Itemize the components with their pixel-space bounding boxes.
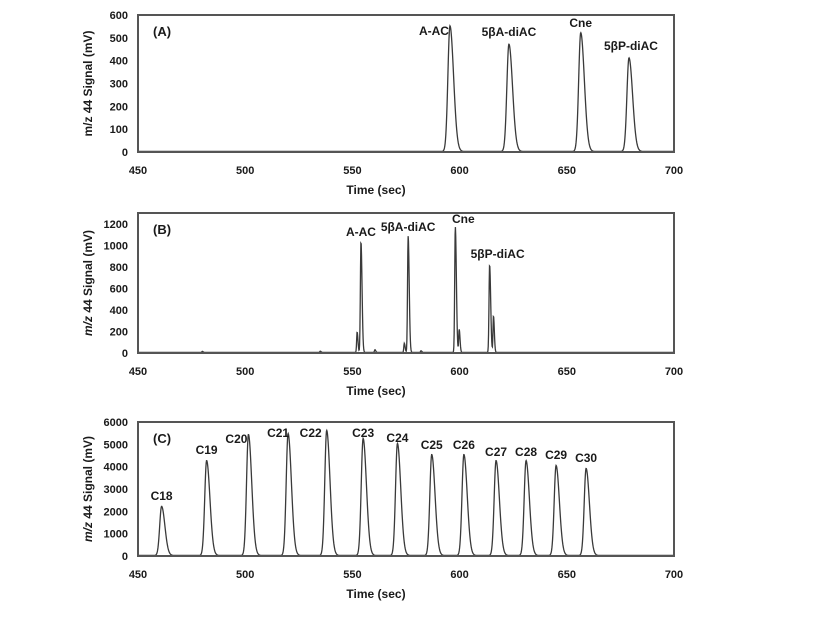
peak-label: 5βP-diAC	[604, 39, 658, 53]
peak-label: C19	[196, 443, 218, 457]
x-tick-label: 500	[236, 165, 254, 177]
peak-label: C28	[515, 445, 537, 459]
x-axis-label: Time (sec)	[346, 384, 405, 398]
y-tick-label: 500	[110, 33, 128, 45]
x-axis-label: Time (sec)	[346, 587, 405, 601]
peak-label: C22	[300, 426, 322, 440]
chromatogram-trace	[138, 24, 674, 153]
x-tick-label: 500	[236, 366, 254, 378]
y-tick-label: 0	[122, 147, 128, 159]
x-tick-label: 650	[558, 569, 576, 581]
y-tick-label: 0	[122, 348, 128, 360]
y-tick-label: 200	[110, 101, 128, 113]
peak-label: 5βP-diAC	[471, 247, 525, 261]
chromatogram-trace	[138, 227, 674, 354]
x-tick-label: 450	[129, 165, 147, 177]
peak-label: C30	[575, 451, 597, 465]
peak-label: C18	[151, 489, 173, 503]
y-tick-label: 400	[110, 305, 128, 317]
panel-tag: (A)	[153, 24, 171, 39]
chromatogram-trace	[138, 428, 674, 557]
y-tick-label: 100	[110, 124, 128, 136]
x-tick-label: 550	[343, 165, 361, 177]
peak-label: C29	[545, 448, 567, 462]
y-tick-label: 600	[110, 283, 128, 295]
panel-b: 0 200 400 600 800 1000 1200 450 500 550 600 650 700 T…	[81, 212, 683, 398]
y-tick-label: 6000	[104, 417, 128, 429]
peak-label: C24	[386, 431, 408, 445]
peak-label: Cne	[452, 212, 475, 226]
x-tick-label: 450	[129, 366, 147, 378]
y-axis-label: m/z 44 Signal (mV)	[81, 230, 95, 336]
y-tick-label: 1000	[104, 240, 128, 252]
peak-label: 5βA-diAC	[482, 25, 537, 39]
y-tick-label: 4000	[104, 462, 128, 474]
plot-frame	[137, 421, 675, 557]
plot-frame	[137, 212, 675, 354]
y-tick-label: 1200	[104, 219, 128, 231]
y-tick-label: 200	[110, 326, 128, 338]
peak-label: C27	[485, 445, 507, 459]
x-tick-label: 700	[665, 569, 683, 581]
x-tick-label: 600	[450, 569, 468, 581]
y-tick-label: 2000	[104, 506, 128, 518]
x-tick-label: 700	[665, 366, 683, 378]
y-axis-label: m/z 44 Signal (mV)	[81, 436, 95, 542]
x-tick-label: 650	[558, 366, 576, 378]
peak-label: C20	[225, 432, 247, 446]
x-axis-label: Time (sec)	[346, 183, 405, 197]
y-tick-label: 300	[110, 79, 128, 91]
y-tick-label: 800	[110, 262, 128, 274]
panel-c: 0 1000 2000 3000 4000 5000 6000 450 500 550 600 650…	[81, 417, 683, 601]
y-tick-label: 0	[122, 551, 128, 563]
y-tick-label: 1000	[104, 529, 128, 541]
peak-label: A-AC	[419, 24, 449, 38]
panel-a: 0 100 200 300 400 500 600 450 500 550 600 650 700 Tim…	[81, 10, 683, 197]
peak-label: Cne	[569, 16, 592, 30]
x-tick-label: 650	[558, 165, 576, 177]
x-tick-label: 450	[129, 569, 147, 581]
x-tick-label: 600	[450, 366, 468, 378]
x-tick-label: 550	[343, 366, 361, 378]
peak-label: C25	[421, 438, 443, 452]
panel-tag: (C)	[153, 431, 171, 446]
x-tick-label: 500	[236, 569, 254, 581]
y-tick-label: 600	[110, 10, 128, 22]
peak-label: 5βA-diAC	[381, 220, 436, 234]
peak-label: C26	[453, 438, 475, 452]
x-tick-label: 550	[343, 569, 361, 581]
peak-label: A-AC	[346, 225, 376, 239]
y-axis-label: m/z 44 Signal (mV)	[81, 30, 95, 136]
x-tick-label: 600	[450, 165, 468, 177]
plot-frame	[137, 14, 675, 153]
y-tick-label: 3000	[104, 484, 128, 496]
peak-label: C21	[267, 426, 289, 440]
peak-label: C23	[352, 426, 374, 440]
x-tick-label: 700	[665, 165, 683, 177]
panel-tag: (B)	[153, 222, 171, 237]
y-tick-label: 400	[110, 56, 128, 68]
y-tick-label: 5000	[104, 439, 128, 451]
